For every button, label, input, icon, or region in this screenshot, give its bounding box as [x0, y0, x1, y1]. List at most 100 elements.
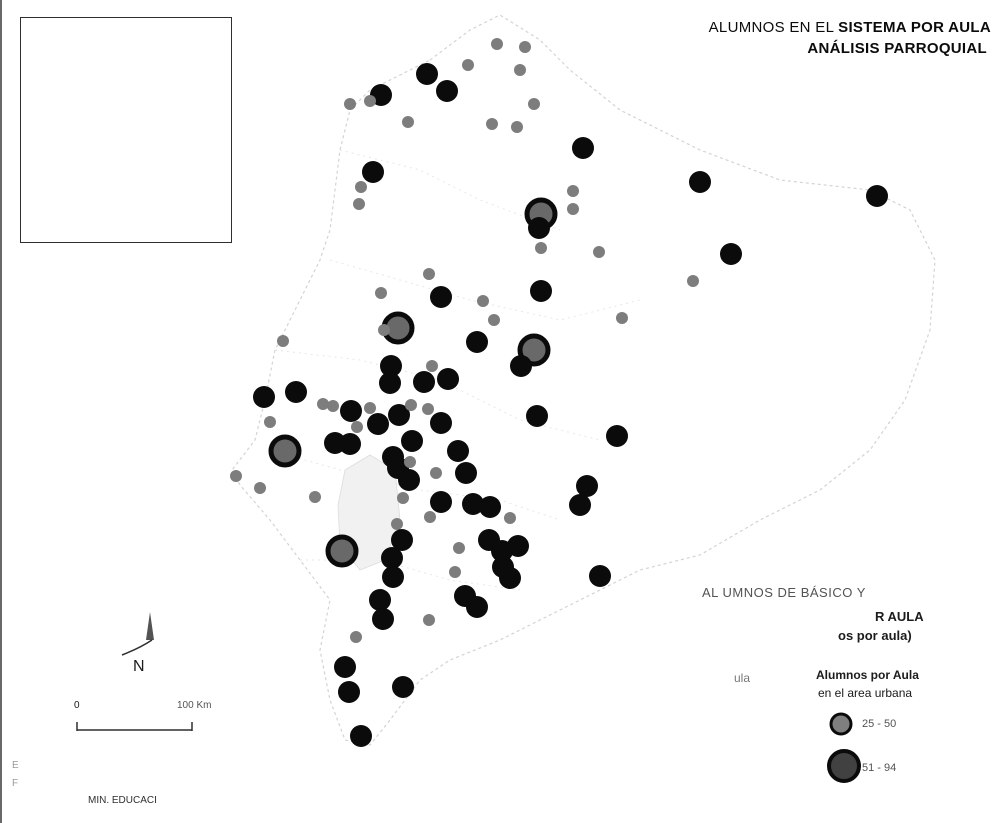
parish-symbol-small	[477, 295, 489, 307]
parish-symbol-small	[519, 41, 531, 53]
parish-symbol-large	[339, 433, 361, 455]
parish-symbol-large	[530, 280, 552, 302]
parish-symbol-small	[423, 268, 435, 280]
parish-symbol-large	[362, 161, 384, 183]
parish-symbol-small	[309, 491, 321, 503]
parish-symbol-small	[404, 456, 416, 468]
parish-symbol-large-urban	[268, 434, 302, 468]
parish-symbol-large	[510, 355, 532, 377]
parish-symbol-large	[401, 430, 423, 452]
parish-symbol-large	[866, 185, 888, 207]
parish-symbol-large	[380, 355, 402, 377]
parish-symbol-small	[397, 492, 409, 504]
parish-symbol-large	[689, 171, 711, 193]
scale-bar	[76, 722, 193, 731]
parish-symbol-large	[576, 475, 598, 497]
parish-symbol-large	[367, 413, 389, 435]
parish-symbol-large	[466, 331, 488, 353]
parish-symbol-small	[355, 181, 367, 193]
parish-symbol-small	[449, 566, 461, 578]
parish-symbol-large	[436, 80, 458, 102]
parish-symbol-large	[437, 368, 459, 390]
legend-column2-label: Alumnos por Aula	[816, 668, 919, 682]
parish-symbol-small	[423, 614, 435, 626]
parish-symbol-small	[391, 518, 403, 530]
map-subtitle: ANÁLISIS PARROQUIAL	[807, 40, 987, 57]
parish-symbol-large	[334, 656, 356, 678]
legend-column1-label: ula	[734, 671, 751, 685]
legend-class-small-label: 25 - 50	[862, 718, 897, 730]
legend-heading-line2: R AULA	[875, 609, 924, 624]
country-boundary	[231, 14, 936, 746]
parish-symbol-large	[499, 567, 521, 589]
parish-symbol-large	[430, 491, 452, 513]
parish-symbol-large	[569, 494, 591, 516]
parish-symbol-large-urban	[325, 534, 359, 568]
parish-symbol-small	[567, 185, 579, 197]
map-title: ALUMNOS EN EL SISTEMA POR AULA	[708, 19, 991, 36]
parish-symbol-small	[491, 38, 503, 50]
scale-start-label: 0	[74, 700, 80, 711]
parish-symbol-small	[327, 400, 339, 412]
parish-symbol-large	[606, 425, 628, 447]
source-line3: MIN. EDUCACI	[88, 795, 157, 806]
parish-symbol-large	[413, 371, 435, 393]
parish-symbol-large	[528, 217, 550, 239]
parish-symbol-large	[720, 243, 742, 265]
parish-symbol-large	[455, 462, 477, 484]
parish-symbol-small	[514, 64, 526, 76]
parish-symbol-large	[416, 63, 438, 85]
province-boundaries	[269, 149, 641, 591]
parish-symbol-large	[479, 496, 501, 518]
parish-symbol-large	[572, 137, 594, 159]
parish-symbol-large	[369, 589, 391, 611]
parish-symbol-large	[462, 493, 484, 515]
parish-symbol-small	[486, 118, 498, 130]
parish-symbol-small	[277, 335, 289, 347]
parish-symbol-large	[466, 596, 488, 618]
source-line2: F	[12, 778, 19, 789]
parish-symbol-small	[488, 314, 500, 326]
parish-symbol-large	[392, 676, 414, 698]
parish-symbol-small	[351, 421, 363, 433]
parish-symbol-small	[364, 95, 376, 107]
parish-symbol-large	[253, 386, 275, 408]
parish-symbol-small	[535, 242, 547, 254]
legend-heading-line1: AL UMNOS DE BÁSICO Y	[702, 585, 866, 600]
parish-symbol-large	[391, 529, 413, 551]
parish-symbol-small	[230, 470, 242, 482]
parish-symbol-large	[372, 608, 394, 630]
parish-symbol-large	[491, 540, 513, 562]
parish-symbol-small	[344, 98, 356, 110]
parish-symbol-large	[338, 681, 360, 703]
parish-symbol-small	[364, 402, 376, 414]
parish-symbol-large	[381, 547, 403, 569]
parish-symbol-small	[453, 542, 465, 554]
parish-symbol-small	[567, 203, 579, 215]
parish-symbol-small	[426, 360, 438, 372]
legend-heading-line3: os por aula)	[838, 628, 912, 643]
parish-symbol-small	[353, 198, 365, 210]
parish-symbol-small	[375, 287, 387, 299]
parish-symbol-small	[405, 399, 417, 411]
inset-map-frame	[20, 17, 232, 243]
parish-symbol-small	[511, 121, 523, 133]
parish-symbol-large	[589, 565, 611, 587]
parish-symbol-small	[264, 416, 276, 428]
parish-symbol-large	[398, 469, 420, 491]
parish-symbol-small	[430, 467, 442, 479]
parish-symbol-large	[526, 405, 548, 427]
parish-symbol-large	[388, 404, 410, 426]
parish-symbol-small	[616, 312, 628, 324]
parish-symbol-small	[254, 482, 266, 494]
parish-symbol-large	[285, 381, 307, 403]
parish-symbol-small	[687, 275, 699, 287]
scale-end-label: 100 Km	[177, 700, 212, 711]
parish-symbol-large	[379, 372, 401, 394]
source-line1: E	[12, 760, 19, 771]
parish-symbol-small	[402, 116, 414, 128]
parish-symbol-small	[317, 398, 329, 410]
parish-symbol-small	[424, 511, 436, 523]
